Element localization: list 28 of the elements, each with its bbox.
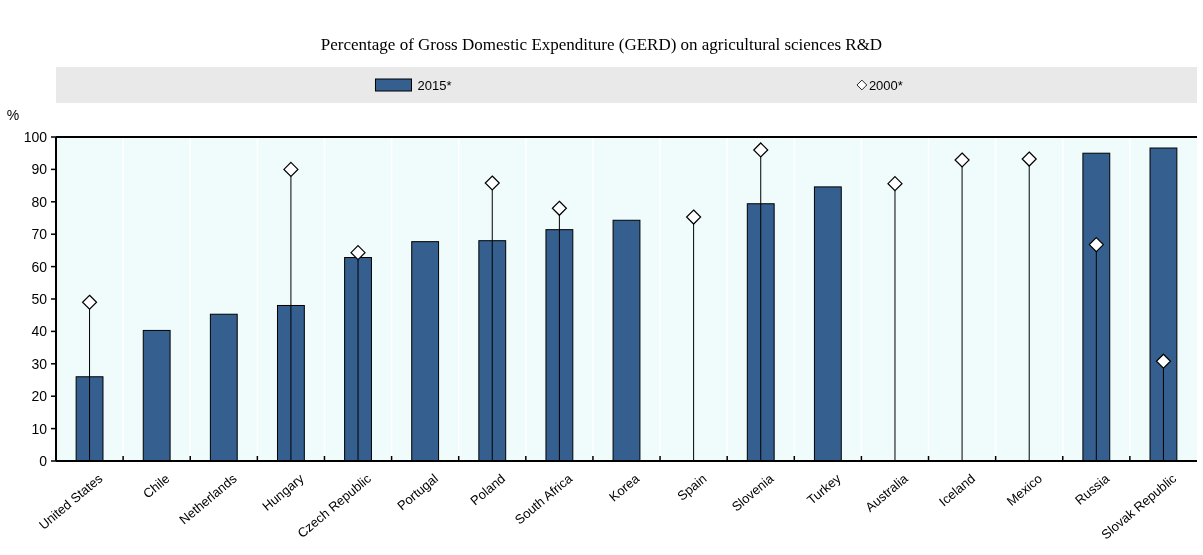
point xyxy=(1155,353,1172,369)
y-axis-title: % xyxy=(6,107,20,123)
y-tick-label: 30 xyxy=(31,355,48,372)
point xyxy=(1088,236,1104,253)
y-tick-label: 70 xyxy=(31,226,48,243)
y-tick-label: 90 xyxy=(31,161,48,178)
point xyxy=(1021,151,1037,167)
y-tick-label: 60 xyxy=(31,258,48,275)
y-tick-label: 80 xyxy=(31,193,48,210)
legend-label: 2015* xyxy=(417,78,452,93)
point xyxy=(350,245,366,261)
point xyxy=(753,142,769,158)
point xyxy=(484,175,500,191)
y-tick-label: 100 xyxy=(23,128,48,145)
point xyxy=(686,209,702,225)
point xyxy=(81,294,98,310)
y-tick-label: 0 xyxy=(39,452,48,469)
y-tick-label: 40 xyxy=(31,323,48,340)
y-tick-label: 20 xyxy=(31,388,48,405)
point xyxy=(551,200,567,216)
point xyxy=(283,161,299,177)
y-tick-label: 10 xyxy=(31,420,48,437)
y-tick-label: 50 xyxy=(31,290,48,307)
point xyxy=(887,176,903,192)
legend-label: 2000* xyxy=(868,78,903,93)
chart-title: Percentage of Gross Domestic Expenditure (GERD) on agricultural sciences R&D xyxy=(320,35,883,54)
x-tick-label: Chile xyxy=(140,470,173,502)
point xyxy=(954,152,970,168)
